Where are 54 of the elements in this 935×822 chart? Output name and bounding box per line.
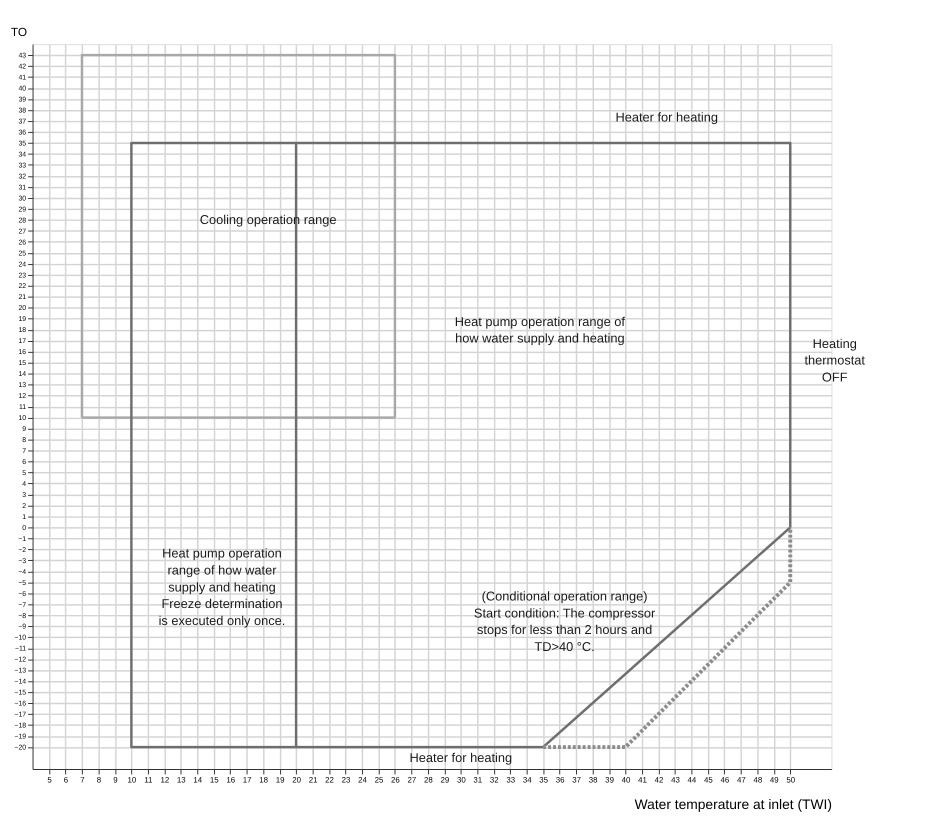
- x-tick-label: 13: [176, 775, 186, 784]
- x-tick-label: 48: [753, 775, 763, 784]
- x-tick-label: 14: [193, 775, 203, 784]
- x-tick-label: 25: [374, 775, 384, 784]
- x-tick-label: 47: [736, 775, 746, 784]
- x-tick-label: 29: [440, 775, 450, 784]
- x-tick-label: 46: [720, 775, 730, 784]
- x-tick-label: 6: [64, 775, 69, 784]
- x-tick-label: 41: [638, 775, 647, 784]
- x-tick-label: 33: [506, 775, 516, 784]
- x-tick-label: 21: [308, 775, 318, 784]
- x-tick-label: 8: [96, 775, 102, 784]
- x-tick-label: 27: [408, 775, 416, 784]
- x-tick-label: 31: [473, 775, 482, 784]
- x-tick-label: 36: [556, 775, 566, 784]
- annotation: (Conditional operation range) Start condition: The compressor stops for less than 2 hours and TD>40 °C.: [474, 588, 656, 654]
- x-axis-title: Water temperature at inlet (TWI): [634, 797, 832, 812]
- x-tick-label: 19: [276, 775, 285, 784]
- annotation: Heater for heating: [615, 110, 718, 125]
- x-tick-label: 37: [572, 775, 581, 784]
- annotation: Heater for heating: [410, 750, 512, 766]
- x-tick-label: 20: [292, 775, 302, 784]
- x-tick-label: 40: [622, 775, 632, 784]
- x-tick-label: 15: [210, 775, 220, 784]
- x-tick-label: 32: [490, 775, 499, 784]
- x-tick-label: 30: [456, 775, 466, 784]
- x-tick-label: 45: [704, 775, 714, 784]
- annotation: Heat pump operation range of how water supply and heating Freeze determination is executed only once.: [158, 546, 286, 628]
- x-tick-label: 9: [113, 775, 118, 784]
- x-tick-label: 17: [242, 775, 252, 784]
- y-axis-title: TO: [10, 24, 28, 39]
- x-tick-label: 50: [786, 775, 796, 784]
- x-tick-label: 18: [259, 775, 269, 784]
- x-tick-label: 42: [654, 775, 664, 784]
- x-tick-label: 10: [127, 775, 137, 784]
- x-tick-label: 49: [770, 775, 779, 784]
- x-tick-label: 44: [688, 775, 697, 784]
- x-tick-label: 11: [144, 775, 152, 784]
- x-tick-label: 43: [671, 775, 680, 784]
- x-tick-label: 16: [226, 775, 236, 784]
- x-tick-label: 35: [539, 775, 549, 784]
- x-tick-label: 5: [47, 775, 52, 784]
- x-tick-label: 7: [80, 775, 85, 784]
- x-tick-label: 39: [605, 775, 614, 784]
- annotation: Heating thermostat OFF: [804, 336, 866, 384]
- x-tick-label: 28: [424, 775, 434, 784]
- x-tick-label: 38: [588, 775, 598, 784]
- x-tick-label: 26: [391, 775, 400, 784]
- x-tick-label: 23: [342, 775, 352, 784]
- x-tick-label: 12: [160, 775, 170, 784]
- x-tick-label: 34: [522, 775, 532, 784]
- x-tick-label: 24: [358, 775, 368, 784]
- x-tick-label: 22: [325, 775, 334, 784]
- annotation: Heat pump operation range of how water supply and heating: [454, 314, 626, 346]
